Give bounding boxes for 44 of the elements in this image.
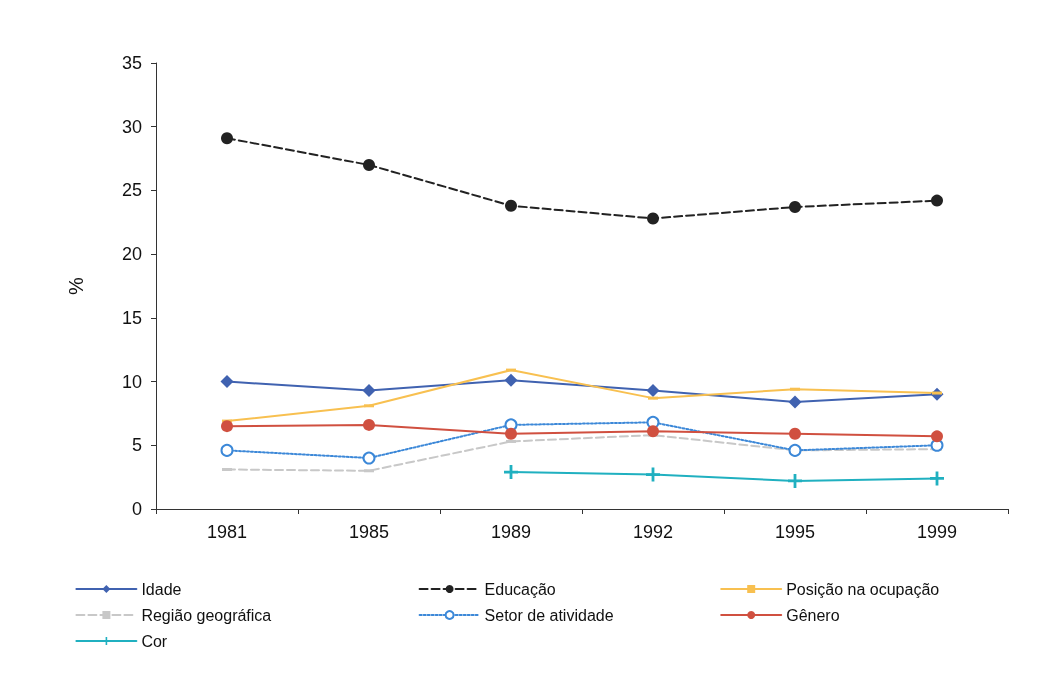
legend-label: Setor de atividade [484,606,614,624]
point [505,199,517,212]
point [362,451,376,465]
point [505,427,517,440]
x-tick-label: 1985 [348,522,390,542]
point [931,194,943,207]
point [930,471,944,486]
point [647,212,659,225]
y-axis-title: % [65,276,87,295]
point [220,375,234,389]
y-tick-label: 35 [121,53,142,73]
point [647,425,659,438]
point [788,395,802,409]
point [363,418,375,431]
y-tick-label: 10 [121,371,142,392]
x-tick-label: 1992 [632,522,674,542]
point [646,383,660,397]
point [221,420,233,433]
legend-label: Idade [141,580,182,598]
point [363,158,375,171]
legend-label: Educação [484,580,556,598]
legend-label: Região geográfica [141,606,272,624]
y-tick-label: 20 [121,244,142,265]
legend-label: Gênero [786,606,840,624]
y-tick-label: 30 [121,116,142,137]
point [362,383,376,397]
point [789,427,801,440]
y-tick-label: 0 [131,499,142,519]
point [789,201,801,213]
legend-label: Cor [141,632,168,650]
y-tick-label: 15 [121,307,142,328]
point [504,373,518,387]
x-tick-label: 1995 [774,522,816,542]
point [931,430,943,443]
legend-label: Posição na ocupação [786,580,940,598]
point [788,443,802,457]
y-tick-label: 25 [121,180,142,201]
x-tick-label: 1989 [490,522,532,542]
point [646,467,660,482]
point [220,443,234,457]
x-tick-label: 1999 [916,522,958,542]
point [221,132,233,145]
y-tick-label: 5 [131,435,142,456]
x-tick-label: 1981 [206,522,248,542]
